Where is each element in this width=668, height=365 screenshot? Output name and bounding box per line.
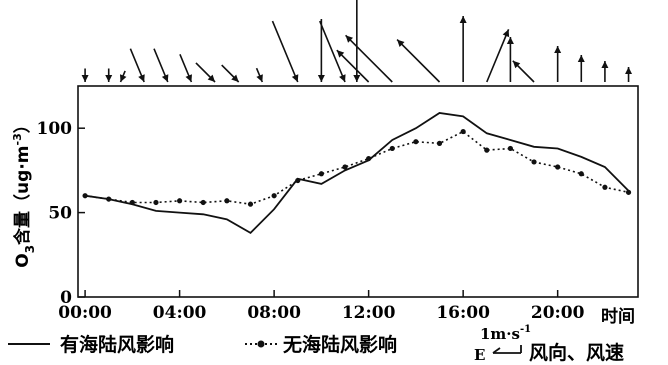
legend-entry-with-sea-breeze: 有海陆风影响 (8, 333, 174, 356)
x-axis-ticks: 00:00 04:00 08:00 12:00 16:00 20:00 (58, 290, 585, 323)
wind-arrow-20 (554, 46, 562, 82)
series-1-point-6 (224, 198, 230, 204)
wind-arrow-3 (129, 48, 145, 83)
series-1-point-19 (531, 159, 537, 165)
wind-arrow-23 (625, 67, 633, 82)
series-1-point-3 (153, 199, 159, 206)
wind-arrow-21 (577, 55, 585, 82)
wind-arrow-19 (512, 60, 535, 83)
wind-arrow-5 (179, 53, 193, 83)
series-1-point-1 (106, 196, 112, 202)
x-tick-label-0: 00:00 (58, 303, 112, 323)
series-1-point-8 (271, 193, 277, 199)
series-line-1 (84, 130, 629, 206)
series-line-0 (84, 112, 630, 235)
wind-arrow-1 (105, 68, 113, 82)
wind-arrow-7 (221, 64, 240, 83)
series-1-point-11 (342, 164, 348, 170)
series-1-point-21 (578, 171, 584, 177)
series-1-point-7 (247, 201, 254, 207)
wind-arrow-8 (255, 67, 264, 83)
series-1-point-20 (555, 164, 561, 170)
wind-direction-reference-label: E (474, 346, 485, 364)
wind-legend-label: 风向、风速 (529, 341, 624, 364)
reference-wind-arrow-icon (492, 345, 522, 354)
wind-arrow-2 (119, 70, 127, 83)
wind-arrow-16 (459, 16, 467, 82)
legend-entry-without-sea-breeze: 无海陆风影响 (245, 333, 397, 356)
wind-arrow-22 (601, 61, 609, 82)
x-tick-label-20: 20:00 (531, 303, 585, 323)
series-1-point-5 (200, 199, 206, 206)
x-axis-label: 时间 (601, 306, 635, 327)
series-1-point-18 (507, 145, 514, 152)
wind-arrow-14 (345, 34, 393, 83)
x-tick-label-8: 08:00 (247, 303, 301, 323)
y-axis-label: O3含量（ug·m-3） (11, 116, 37, 268)
legend-wind-reference: 1m·s-1 E 风向、风速 (474, 324, 624, 364)
wind-arrow-0 (81, 68, 89, 82)
wind-arrow-4 (153, 48, 169, 83)
series-1-point-0 (82, 193, 88, 199)
wind-arrow-12 (353, 0, 361, 82)
series-1-point-2 (129, 199, 135, 206)
wind-arrow-17 (486, 29, 510, 83)
series-1-point-17 (484, 147, 490, 153)
wind-arrow-18 (506, 37, 514, 82)
wind-arrows (81, 0, 633, 83)
wind-arrow-9 (271, 20, 299, 83)
legend-dotted-marker (257, 340, 265, 348)
y-tick-label-0: 0 (60, 288, 72, 308)
wind-arrow-6 (195, 62, 216, 83)
series-1-point-13 (389, 145, 395, 152)
x-tick-label-4: 04:00 (153, 303, 207, 323)
series-1-point-10 (318, 171, 324, 177)
wind-speed-reference-label: 1m·s-1 (480, 324, 531, 343)
legend-label-with-sea-breeze: 有海陆风影响 (60, 333, 174, 356)
series-1-point-12 (366, 155, 372, 162)
series-1-point-15 (436, 140, 443, 146)
wind-arrow-13 (336, 49, 370, 83)
series-1-point-16 (460, 128, 466, 135)
wind-arrow-10 (317, 19, 325, 82)
series-1-point-9 (295, 177, 301, 184)
series-1-point-4 (177, 198, 183, 204)
x-tick-label-16: 16:00 (436, 303, 490, 323)
x-tick-label-12: 12:00 (342, 303, 396, 323)
legend-label-without-sea-breeze: 无海陆风影响 (283, 333, 397, 356)
plot-frame (77, 85, 639, 298)
y-axis-ticks: 0 50 100 (37, 119, 85, 308)
wind-arrow-15 (396, 39, 441, 83)
series-1-point-14 (413, 139, 419, 145)
y-tick-label-100: 100 (37, 119, 73, 139)
series-1-point-22 (602, 184, 608, 190)
wind-arrow-11 (319, 20, 346, 83)
series-lines (82, 112, 632, 235)
series-1-point-23 (625, 189, 632, 195)
y-tick-label-50: 50 (48, 204, 72, 224)
